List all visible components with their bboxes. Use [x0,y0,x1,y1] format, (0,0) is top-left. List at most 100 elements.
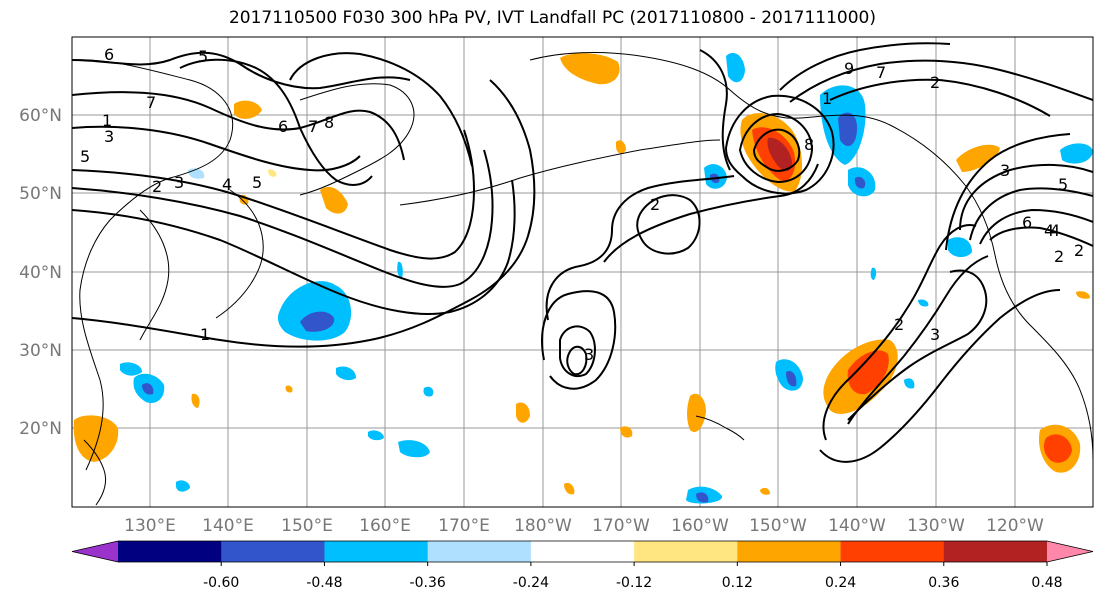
pv-contour-line [636,194,701,255]
contour-label: 1 [102,111,112,130]
neg-anomaly-blob [948,237,972,258]
contour-label: 5 [1058,175,1068,194]
contour-label: 8 [324,113,334,132]
pos-anomaly-blob [560,53,620,85]
coastline-alaska [529,52,966,186]
pv-contour-line [724,94,835,195]
contour-label: 2 [930,73,940,92]
pv-contour-line [289,52,473,167]
colorbar-tick-label: 0.48 [1031,575,1062,591]
pos-anomaly-blob [285,385,293,393]
neg-anomaly-core [838,112,858,146]
colorbar-bin [737,541,842,562]
contour-label: 8 [804,135,814,154]
neg-anomaly-blob [904,378,915,389]
contour-label: 4 [1044,221,1054,240]
neg-anomaly-blob [176,480,190,492]
pv-contour-line [779,42,951,91]
pv-contour-line [72,125,361,172]
longitude-tick-label: 170°E [438,516,490,536]
pv-contour-line [72,79,536,348]
neg-anomaly-blob [336,366,356,381]
contour-label: 5 [198,47,208,66]
neg-anomaly-blob [277,281,352,341]
pv-contour-line [179,58,373,186]
contour-label: 2 [894,315,904,334]
pv-contours [72,42,1093,463]
neg-anomaly-core [696,492,709,503]
coastline-philippines [83,439,107,506]
longitude-tick-label: 160°E [359,516,411,536]
pv-contour-line [545,175,735,321]
colorbar-bin [118,541,222,562]
colorbar-extend-low [72,541,118,562]
longitude-tick-label: 130°W [907,516,965,536]
coastline-korea-china [139,209,170,341]
neg-anomaly-blob [870,267,877,280]
colorbar-tick-labels: -0.60 -0.48 -0.36 -0.24 -0.12 0.12 0.24 0.36 0.4… [203,562,1063,591]
neg-anomaly-core [300,311,335,332]
pv-contour-line [72,129,476,260]
contour-label: 5 [80,147,90,166]
neg-anomaly-blob [397,261,403,278]
colorbar-tick-label: 0.36 [928,575,959,591]
latitude-tick-label: 60°N [19,106,62,126]
pv-contour-line [989,226,1093,247]
contour-label: 1 [822,89,832,108]
neg-anomaly-core [854,176,866,189]
colorbar-tick-label: 0.12 [722,575,753,591]
neg-anomaly-core [142,383,154,395]
pv-contour-line [72,91,405,161]
pv-contour-line [959,163,1093,231]
contour-label: 6 [104,45,114,64]
latitude-tick-label: 20°N [19,419,62,439]
contour-label: 4 [222,175,232,194]
contour-label: 2 [152,177,162,196]
contour-label: 3 [930,325,940,344]
neg-anomaly-blob [918,299,929,307]
contour-label: 5 [252,173,262,192]
pos-anomaly-blob [1076,291,1090,299]
colorbar-bin [427,541,532,562]
colorbar-tick-label: 0.24 [825,575,856,591]
neg-anomaly-blob [423,386,434,397]
pos-anomaly-blob [687,393,706,432]
pv-contour-line [752,128,801,172]
longitude-tick-label: 150°W [749,516,807,536]
latitude-labels: 60°N 50°N 40°N 30°N 20°N [19,106,62,439]
pv-contour-line [819,289,1061,463]
pv-contour-line [603,163,819,263]
colorbar-tick-label: -0.36 [410,575,446,591]
neg-anomaly-blob [368,430,384,441]
contour-label: 4 [1050,221,1060,240]
pv-contour-line [945,133,1071,251]
pv-contour-line [72,51,411,90]
pos-anomaly-core [847,350,889,395]
pos-anomaly-blob [234,100,262,119]
pv-contour-line [969,187,1093,241]
pos-anomaly-blob [564,482,575,495]
contour-label: 3 [584,345,594,364]
pv-contour-line [72,179,516,315]
longitude-tick-label: 180°W [514,516,572,536]
pos-anomaly-peak [767,137,792,171]
contour-label: 6 [278,117,288,136]
pv-contour-line [699,49,731,171]
contour-label: 3 [104,127,114,146]
neg-anomaly-blob [726,52,745,83]
longitude-tick-label: 140°W [828,516,886,536]
pos-anomaly-core [1043,434,1072,463]
pos-anomaly-blob [620,426,633,438]
coastline-aleutians [399,139,721,206]
pos-anomaly-blob [268,169,277,177]
contour-label: 2 [1054,247,1064,266]
coastline-asia-east [72,59,234,471]
colorbar-bin [634,541,738,562]
longitude-tick-label: 170°W [592,516,650,536]
longitude-tick-label: 150°E [281,516,333,536]
pos-anomaly-blob [616,140,626,154]
colorbar-bin [840,541,945,562]
colorbar-bin [221,541,325,562]
longitude-labels: 130°E 140°E 150°E 160°E 170°E 180°W 170°W 160°W… [124,516,1044,536]
